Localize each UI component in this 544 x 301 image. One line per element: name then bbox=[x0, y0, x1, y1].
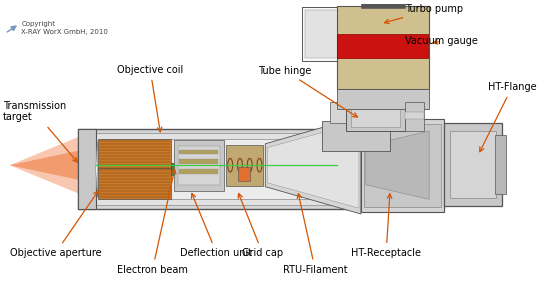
Bar bbox=[180, 169, 219, 174]
Text: Transmission
target: Transmission target bbox=[3, 101, 77, 162]
Text: Objective coil: Objective coil bbox=[117, 65, 183, 132]
Text: Objective aperture: Objective aperture bbox=[10, 191, 101, 258]
Polygon shape bbox=[97, 168, 171, 199]
Bar bbox=[351, 42, 400, 127]
Text: HT-Flange: HT-Flange bbox=[480, 82, 536, 152]
Bar bbox=[302, 7, 429, 61]
Bar bbox=[337, 6, 429, 89]
Bar bbox=[494, 135, 506, 194]
Bar bbox=[337, 33, 428, 58]
Polygon shape bbox=[265, 116, 361, 214]
Text: Electron beam: Electron beam bbox=[117, 169, 188, 275]
Circle shape bbox=[348, 116, 364, 131]
Polygon shape bbox=[366, 131, 429, 199]
Polygon shape bbox=[267, 122, 359, 208]
Bar bbox=[305, 10, 426, 58]
Polygon shape bbox=[97, 139, 171, 170]
Bar bbox=[180, 159, 219, 164]
Bar bbox=[78, 129, 444, 209]
Bar bbox=[444, 123, 502, 206]
Bar bbox=[174, 140, 224, 191]
Bar bbox=[100, 139, 373, 199]
Bar bbox=[347, 39, 405, 131]
Bar bbox=[177, 146, 220, 185]
Bar bbox=[171, 163, 182, 175]
Text: Tube hinge: Tube hinge bbox=[258, 66, 357, 117]
Bar bbox=[337, 89, 429, 109]
Text: Copyright
X-RAY WorX GmbH, 2010: Copyright X-RAY WorX GmbH, 2010 bbox=[21, 21, 108, 35]
Polygon shape bbox=[96, 141, 97, 197]
Polygon shape bbox=[10, 131, 92, 199]
Bar bbox=[322, 121, 390, 150]
Text: Turbo pump: Turbo pump bbox=[385, 4, 463, 24]
Bar bbox=[78, 129, 96, 209]
Bar bbox=[361, 0, 405, 8]
Bar bbox=[364, 124, 441, 207]
Bar bbox=[330, 102, 382, 123]
Bar bbox=[82, 133, 440, 205]
Bar bbox=[180, 150, 219, 154]
Bar bbox=[182, 166, 190, 172]
Polygon shape bbox=[10, 148, 92, 183]
Bar bbox=[361, 119, 444, 212]
Text: Deflection unit: Deflection unit bbox=[181, 194, 252, 258]
Text: Grid cap: Grid cap bbox=[238, 194, 283, 258]
Bar bbox=[405, 102, 424, 131]
Text: HT-Receptacle: HT-Receptacle bbox=[351, 194, 421, 258]
Text: Vacuum gauge: Vacuum gauge bbox=[405, 36, 478, 46]
Bar bbox=[238, 167, 250, 181]
Bar bbox=[450, 131, 497, 198]
Bar bbox=[226, 145, 263, 186]
Bar bbox=[405, 112, 424, 119]
FancyArrowPatch shape bbox=[7, 26, 16, 32]
Text: RTU-Filament: RTU-Filament bbox=[283, 194, 348, 275]
